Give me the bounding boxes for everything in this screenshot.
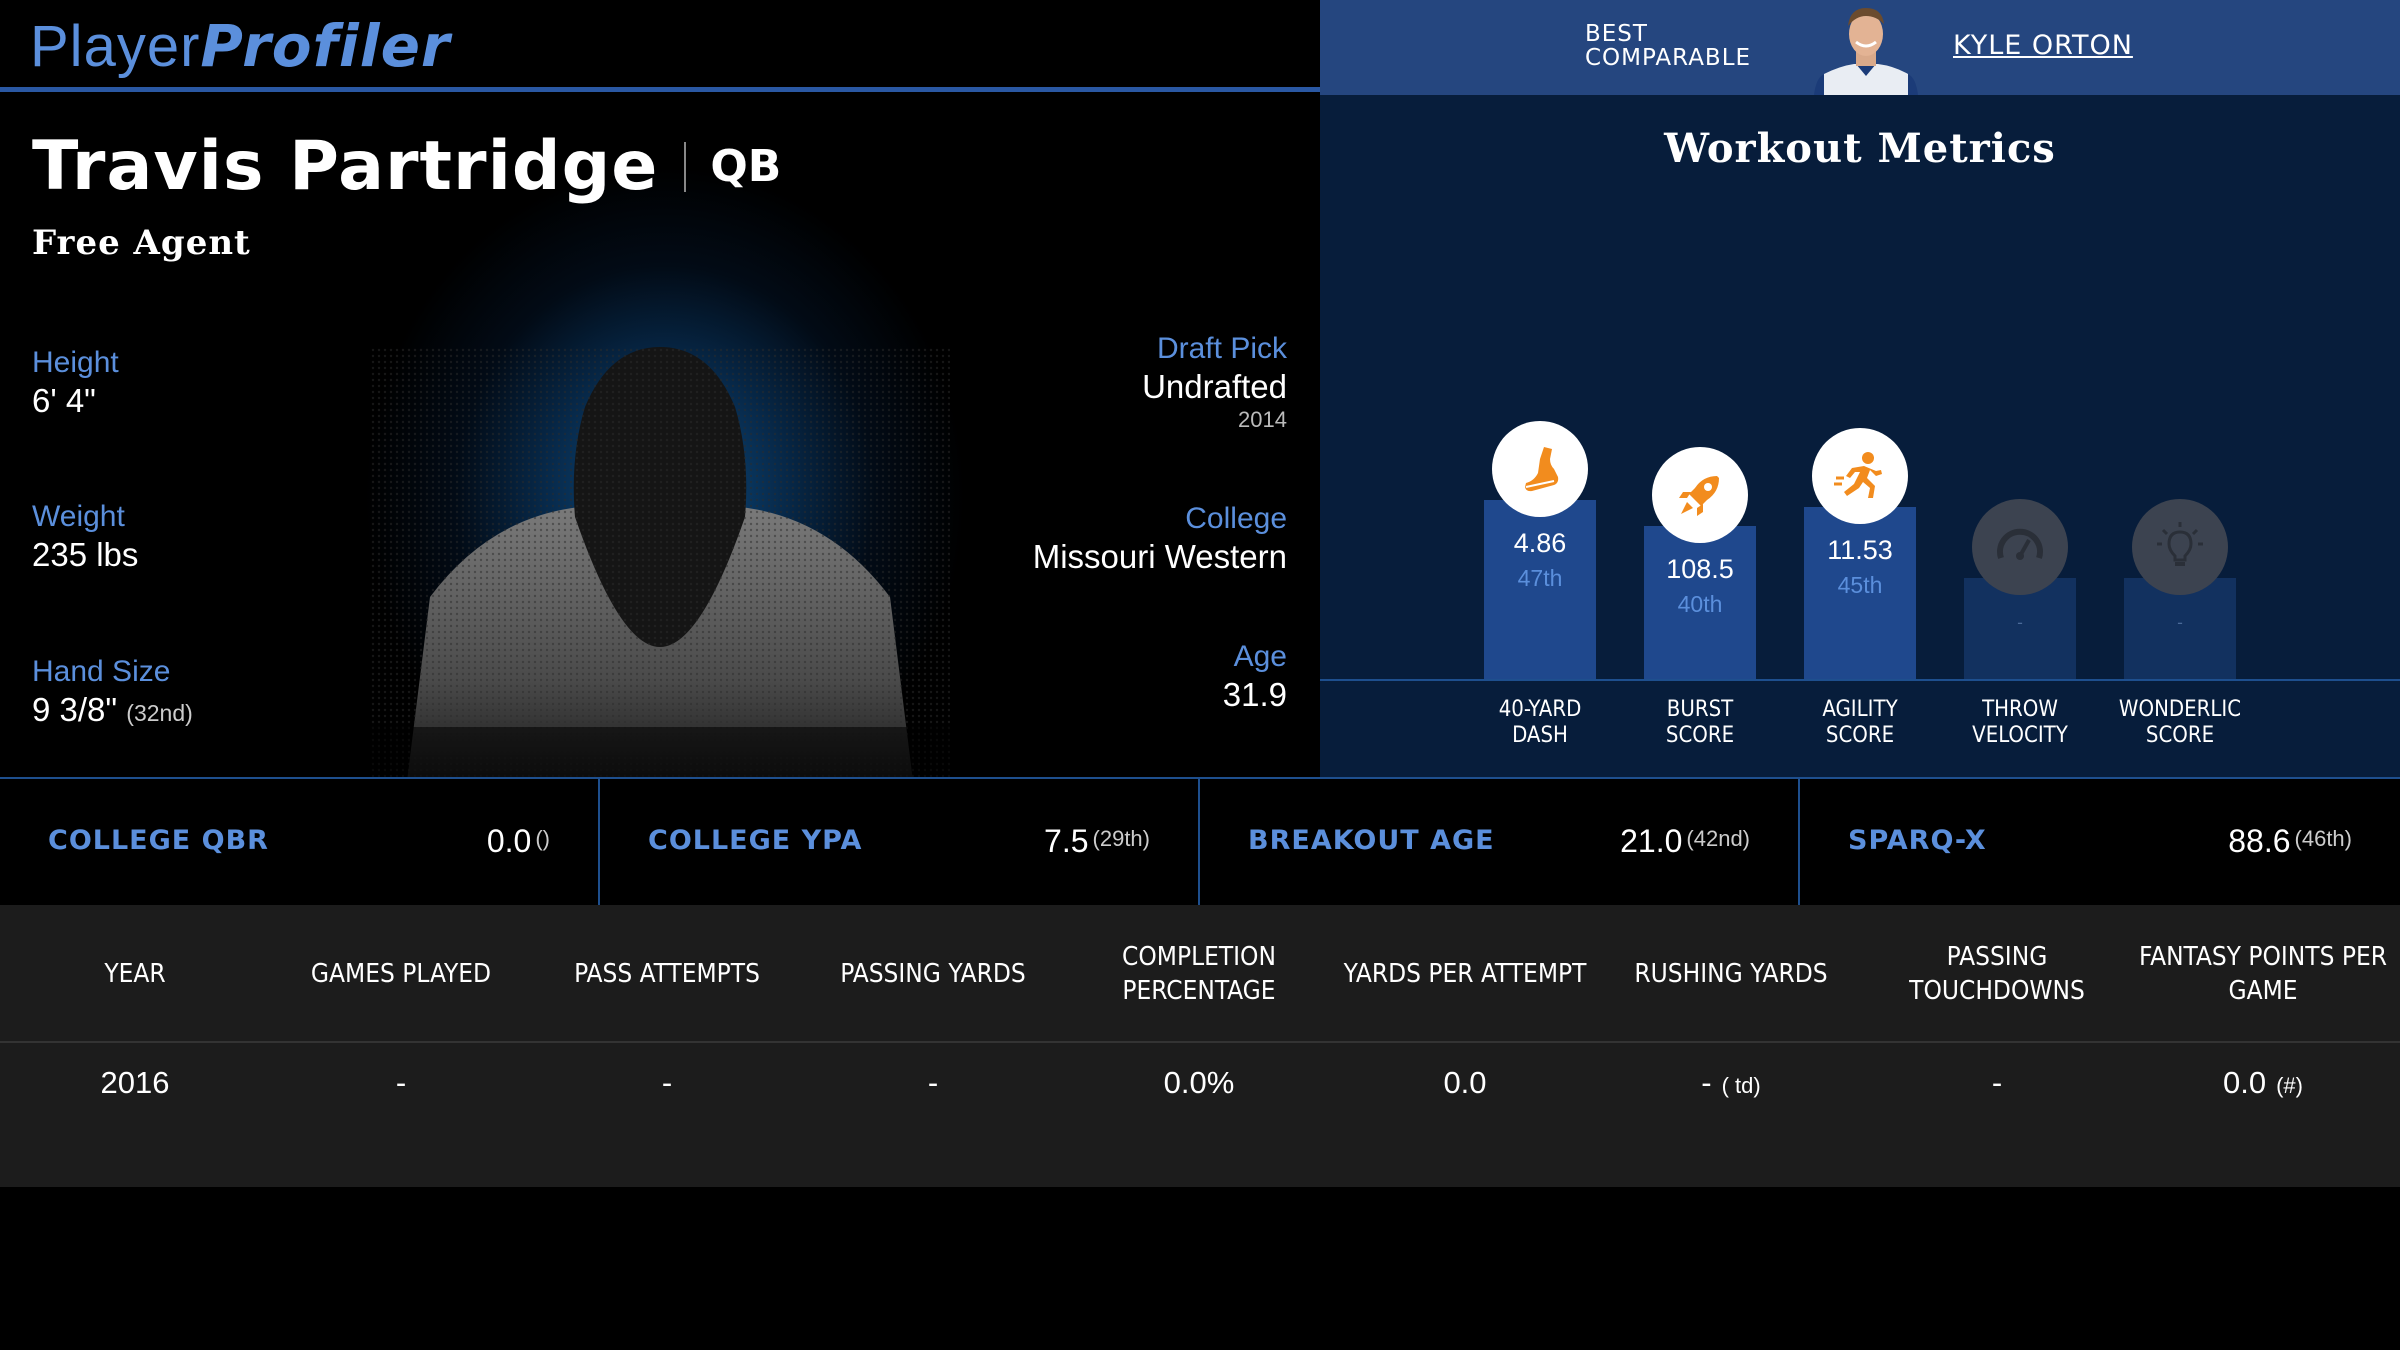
season-stats-table: YEAR GAMES PLAYED PASS ATTEMPTS PASSING …: [0, 905, 2400, 1187]
metric-percentile-agility-score: 45th: [1837, 572, 1883, 598]
name-divider: [684, 141, 687, 192]
runner-icon: [1812, 428, 1908, 524]
metric-value-burst-score: 108.5: [1666, 554, 1734, 584]
lightbulb-icon: [2132, 499, 2228, 595]
best-comparable-bar: BEST COMPARABLE KYLE ORTON: [1320, 0, 2400, 95]
cell-games-played: -: [395, 1065, 407, 1100]
metric-label-burst-score: BURST SCORE: [1665, 697, 1735, 748]
height-attr: Height 6' 4": [32, 346, 119, 419]
comparable-player-link[interactable]: KYLE ORTON: [1953, 30, 2133, 61]
col-header-passing-yards[interactable]: PASSING YARDS: [840, 959, 1026, 989]
col-header-pass-attempts[interactable]: PASS ATTEMPTS: [574, 959, 760, 989]
hand-size-value: 9 3/8" (32nd): [32, 691, 193, 728]
cell-pass-attempts: -: [661, 1065, 673, 1100]
metric-label-40-yard-dash: 40-YARD DASH: [1498, 697, 1582, 748]
metric-percentile-40-yard-dash: 47th: [1517, 565, 1563, 591]
rocket-icon: [1652, 447, 1748, 543]
stat-college-qbr: COLLEGE QBR 0.0(): [48, 823, 550, 859]
col-header-fantasy-points-per-game[interactable]: FANTASY POINTS PER GAME: [2139, 942, 2387, 1006]
comparable-avatar: [1810, 4, 1922, 95]
metric-value-40-yard-dash: 4.86: [1513, 528, 1567, 558]
cell-completion-percentage: 0.0%: [1163, 1065, 1235, 1100]
metric-value-wonderlic-score: -: [2177, 613, 2183, 632]
cell-passing-yards: -: [927, 1065, 939, 1100]
college-stats-strip: COLLEGE QBR 0.0() COLLEGE YPA 7.5 (29th) …: [0, 777, 2400, 905]
metric-bar-burst-score[interactable]: [1644, 526, 1756, 679]
col-header-passing-touchdowns[interactable]: PASSING TOUCHDOWNS: [1909, 942, 2085, 1006]
header-bar: PlayerProfiler: [0, 0, 1320, 92]
best-comparable-label: BEST COMPARABLE: [1585, 21, 1752, 71]
player-status: Free Agent: [32, 223, 251, 263]
metric-value-throw-velocity: -: [2017, 613, 2023, 632]
player-name-row: Travis Partridge QB: [32, 127, 781, 206]
cell-year: 2016: [100, 1065, 170, 1100]
draft-year: 2014: [1238, 407, 1287, 432]
table-header: YEAR GAMES PLAYED PASS ATTEMPTS PASSING …: [0, 905, 2400, 1043]
col-header-games-played[interactable]: GAMES PLAYED: [310, 959, 492, 989]
cell-rushing-yards: -( td): [1701, 1065, 1761, 1100]
stat-college-ypa: COLLEGE YPA 7.5 (29th): [598, 779, 1198, 905]
col-header-completion-percentage[interactable]: COMPLETION PERCENTAGE: [1122, 942, 1276, 1006]
stat-sparq-x: SPARQ-X 88.6 (46th): [1798, 779, 2400, 905]
stat-breakout-age: BREAKOUT AGE 21.0 (42nd): [1198, 779, 1798, 905]
site-logo[interactable]: PlayerProfiler: [30, 12, 451, 80]
draft-pick-attr: Draft Pick Undrafted 2014: [1142, 332, 1287, 432]
draft-pick-value: Undrafted: [1142, 368, 1287, 405]
height-value: 6' 4": [32, 382, 96, 419]
speedometer-icon: [1972, 499, 2068, 595]
age-value: 31.9: [1222, 676, 1287, 713]
cell-fantasy-points-per-game: 0.0 (#): [2223, 1065, 2303, 1100]
col-header-yards-per-attempt[interactable]: YARDS PER ATTEMPT: [1343, 959, 1587, 989]
player-position: QB: [710, 141, 782, 192]
college-value: Missouri Western: [1032, 538, 1287, 575]
age-attr: Age 31.9: [1222, 640, 1287, 713]
metric-label-throw-velocity: THROW VELOCITY: [1972, 697, 2068, 748]
cell-yards-per-attempt: 0.0: [1443, 1065, 1487, 1100]
workout-metrics-panel: Workout Metrics 4.86 47th 40-YARD DASH 1…: [1320, 95, 2400, 777]
weight-attr: Weight 235 lbs: [32, 500, 139, 573]
hand-size-attr: Hand Size 9 3/8" (32nd): [32, 654, 193, 733]
metric-bar-40-yard-dash[interactable]: [1484, 500, 1596, 679]
player-name: Travis Partridge: [32, 127, 659, 206]
col-header-rushing-yards[interactable]: RUSHING YARDS: [1634, 959, 1828, 989]
workout-title: Workout Metrics: [1664, 125, 2056, 172]
college-attr: College Missouri Western: [1032, 502, 1287, 575]
col-header-year[interactable]: YEAR: [104, 959, 166, 989]
player-panel: Travis Partridge QB Free Agent Height 6'…: [0, 97, 1320, 867]
cell-passing-touchdowns: -: [1991, 1065, 2003, 1100]
metric-percentile-burst-score: 40th: [1677, 591, 1723, 617]
metric-label-agility-score: AGILITY SCORE: [1822, 697, 1898, 748]
metric-bar-agility-score[interactable]: [1804, 507, 1916, 679]
weight-value: 235 lbs: [32, 536, 139, 573]
shoe-icon: [1492, 421, 1588, 517]
metric-value-agility-score: 11.53: [1827, 535, 1893, 565]
chart-baseline: [1320, 679, 2400, 681]
metric-label-wonderlic-score: WONDERLIC SCORE: [2118, 697, 2242, 748]
